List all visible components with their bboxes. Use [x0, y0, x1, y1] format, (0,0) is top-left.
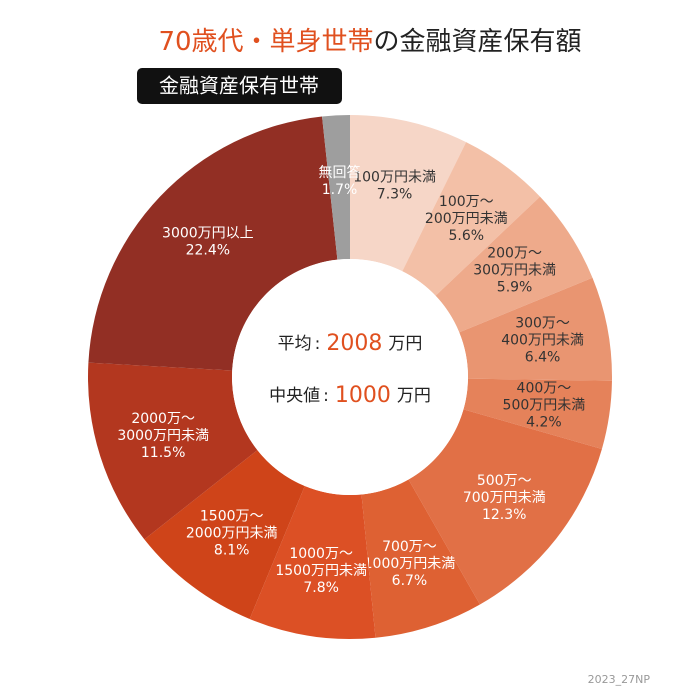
category-label: 3000万円未満	[117, 428, 209, 444]
slice	[361, 479, 480, 638]
category-label: 400万〜	[517, 381, 572, 397]
value-label: 1.7%	[322, 182, 358, 198]
slice-label: 200万〜 300万円未満 5.9%	[473, 246, 556, 296]
slice	[435, 196, 593, 333]
category-label: 3000万円以上	[162, 226, 254, 242]
value-label: 6.7%	[392, 573, 428, 589]
value-label: 7.8%	[303, 580, 339, 596]
donut-hole	[232, 259, 468, 495]
slice-label: 400万〜 500万円未満 4.2%	[503, 381, 586, 431]
slice	[88, 116, 338, 371]
category-label: 300万〜	[515, 316, 570, 332]
title-highlight: 70歳代・単身世帯	[158, 27, 373, 57]
chart-title: 70歳代・単身世帯の金融資産保有額	[158, 27, 581, 57]
slice	[144, 450, 305, 620]
center-stat-value: 2008	[326, 331, 382, 356]
slice-label: 300万〜 400万円未満 6.4%	[501, 316, 584, 366]
center-stat-unit: 万円	[388, 334, 422, 354]
value-label: 6.4%	[525, 350, 561, 366]
center-stat-unit: 万円	[397, 386, 431, 406]
center-stat-value: 1000	[335, 383, 391, 408]
slice	[88, 362, 258, 540]
slice-label: 無回答 1.7%	[319, 164, 361, 198]
value-label: 22.4%	[186, 243, 230, 259]
value-label: 5.9%	[497, 280, 533, 296]
subtitle-badge	[137, 68, 342, 104]
category-label: 無回答	[319, 164, 361, 181]
value-label: 7.3%	[377, 187, 413, 203]
center-stat-separator: :	[323, 386, 329, 406]
slice	[408, 409, 602, 605]
value-label: 11.5%	[141, 445, 185, 461]
center-stat: 平均:2008 万円	[278, 331, 423, 356]
category-label: 100万円未満	[353, 170, 436, 186]
slice	[463, 378, 612, 449]
slice-label: 1000万〜 1500万円未満 7.8%	[275, 546, 367, 596]
category-label: 1500万円未満	[275, 563, 367, 579]
slice-label: 500万〜 700万円未満 12.3%	[463, 473, 546, 523]
value-label: 4.2%	[526, 415, 562, 431]
center-stat-separator: :	[315, 334, 321, 354]
center-stat-label: 中央値	[269, 386, 320, 406]
category-label: 200万円未満	[425, 211, 508, 227]
slice	[249, 486, 376, 639]
category-label: 400万円未満	[501, 333, 584, 349]
category-label: 1000万円未満	[364, 556, 456, 572]
slice-label: 1500万〜 2000万円未満 8.1%	[186, 508, 278, 558]
category-label: 200万〜	[487, 246, 542, 262]
value-label: 12.3%	[482, 507, 526, 523]
category-label: 300万円未満	[473, 263, 556, 279]
category-label: 500万円未満	[503, 398, 586, 414]
title-rest: の金融資産保有額	[374, 27, 582, 57]
category-label: 2000万円未満	[186, 525, 278, 541]
slice-label: 100万〜 200万円未満 5.6%	[425, 194, 508, 244]
center-stat: 中央値:1000 万円	[269, 383, 431, 408]
slice-label: 700万〜 1000万円未満 6.7%	[364, 539, 456, 589]
center-stat-label: 平均	[278, 334, 312, 354]
slice-label: 100万円未満 7.3%	[353, 170, 436, 203]
slice-label: 3000万円以上 22.4%	[162, 226, 254, 259]
category-label: 700万〜	[382, 539, 437, 555]
slice	[350, 115, 467, 272]
slice-label: 2000万〜 3000万円未満 11.5%	[117, 411, 209, 461]
source: 2023_27NP	[588, 673, 651, 686]
category-label: 1500万〜	[200, 508, 264, 524]
value-label: 5.6%	[449, 228, 485, 244]
category-label: 700万円未満	[463, 490, 546, 506]
slice	[402, 142, 541, 296]
subtitle: 金融資産保有世帯	[159, 74, 319, 98]
category-label: 500万〜	[477, 473, 532, 489]
slice	[322, 115, 350, 260]
category-label: 1000万〜	[289, 546, 353, 562]
value-label: 8.1%	[214, 542, 250, 558]
slice	[459, 277, 612, 381]
category-label: 100万〜	[439, 194, 494, 210]
category-label: 2000万〜	[131, 411, 195, 427]
